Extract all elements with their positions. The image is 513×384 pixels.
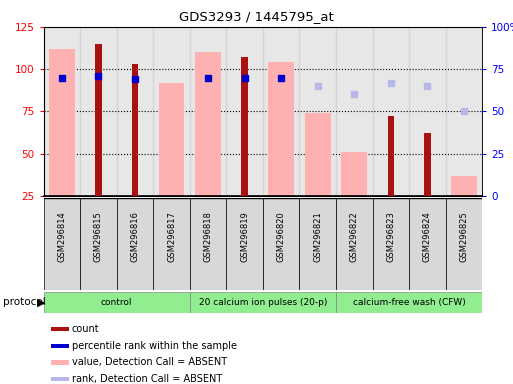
Text: 20 calcium ion pulses (20-p): 20 calcium ion pulses (20-p) bbox=[199, 298, 327, 307]
Text: GSM296820: GSM296820 bbox=[277, 212, 286, 262]
Bar bbox=[263, 27, 300, 196]
Bar bbox=[409, 27, 446, 196]
Bar bbox=[50, 377, 69, 381]
Bar bbox=[387, 116, 394, 196]
Bar bbox=[50, 327, 69, 331]
Text: GSM296822: GSM296822 bbox=[350, 212, 359, 262]
Bar bbox=[50, 360, 69, 365]
Bar bbox=[241, 57, 248, 196]
Text: control: control bbox=[101, 298, 132, 307]
Bar bbox=[409, 198, 446, 290]
Bar bbox=[132, 64, 139, 196]
Bar bbox=[446, 27, 482, 196]
Bar bbox=[268, 62, 294, 196]
Text: GSM296816: GSM296816 bbox=[130, 212, 140, 262]
Bar bbox=[336, 292, 482, 313]
Bar bbox=[44, 292, 190, 313]
Bar bbox=[195, 52, 221, 196]
Bar bbox=[159, 83, 184, 196]
Bar bbox=[451, 175, 477, 196]
Bar bbox=[116, 198, 153, 290]
Bar bbox=[80, 27, 116, 196]
Text: GSM296821: GSM296821 bbox=[313, 212, 322, 262]
Bar bbox=[446, 198, 482, 290]
Text: GSM296814: GSM296814 bbox=[57, 212, 66, 262]
Bar bbox=[190, 292, 336, 313]
Bar bbox=[300, 198, 336, 290]
Bar bbox=[44, 198, 80, 290]
Bar bbox=[305, 113, 330, 196]
Bar bbox=[80, 198, 116, 290]
Text: GSM296824: GSM296824 bbox=[423, 212, 432, 262]
Bar bbox=[44, 27, 80, 196]
Text: rank, Detection Call = ABSENT: rank, Detection Call = ABSENT bbox=[71, 374, 222, 384]
Bar bbox=[95, 44, 102, 196]
Bar bbox=[336, 27, 372, 196]
Text: GSM296819: GSM296819 bbox=[240, 212, 249, 262]
Bar bbox=[190, 27, 226, 196]
Text: GSM296815: GSM296815 bbox=[94, 212, 103, 262]
Bar bbox=[190, 198, 226, 290]
Bar bbox=[424, 133, 431, 196]
Bar bbox=[372, 198, 409, 290]
Bar bbox=[153, 198, 190, 290]
Text: GDS3293 / 1445795_at: GDS3293 / 1445795_at bbox=[179, 10, 334, 23]
Text: GSM296818: GSM296818 bbox=[204, 212, 212, 262]
Bar bbox=[300, 27, 336, 196]
Text: count: count bbox=[71, 324, 99, 334]
Text: GSM296823: GSM296823 bbox=[386, 212, 396, 262]
Bar bbox=[116, 27, 153, 196]
Bar bbox=[263, 198, 300, 290]
Text: GSM296817: GSM296817 bbox=[167, 212, 176, 262]
Text: protocol: protocol bbox=[3, 297, 45, 308]
Bar bbox=[336, 198, 372, 290]
Text: GSM296825: GSM296825 bbox=[460, 212, 468, 262]
Bar bbox=[372, 27, 409, 196]
Bar bbox=[50, 344, 69, 348]
Text: value, Detection Call = ABSENT: value, Detection Call = ABSENT bbox=[71, 358, 227, 367]
Text: ▶: ▶ bbox=[37, 297, 46, 308]
Bar bbox=[49, 49, 75, 196]
Bar bbox=[153, 27, 190, 196]
Text: percentile rank within the sample: percentile rank within the sample bbox=[71, 341, 236, 351]
Bar bbox=[226, 198, 263, 290]
Bar bbox=[342, 152, 367, 196]
Bar bbox=[226, 27, 263, 196]
Text: calcium-free wash (CFW): calcium-free wash (CFW) bbox=[353, 298, 465, 307]
